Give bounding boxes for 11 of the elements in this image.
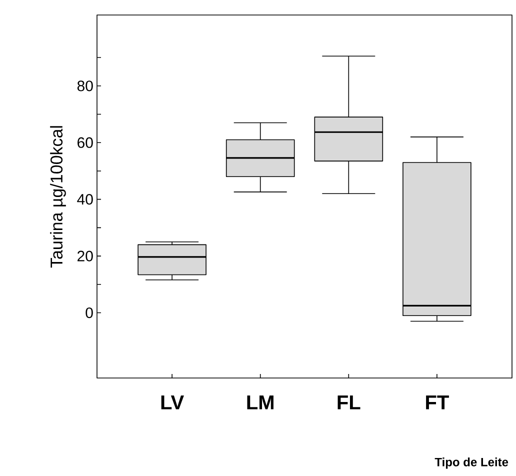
y-tick-label: 0 bbox=[86, 307, 93, 318]
x-tick-label: LV bbox=[161, 396, 184, 410]
y-tick-label: 80 bbox=[77, 80, 93, 92]
x-axis-title: Tipo de Leite bbox=[434, 458, 508, 469]
y-tick-label: 40 bbox=[77, 194, 93, 205]
y-tick-label: 60 bbox=[78, 137, 93, 148]
x-tick-label: LM bbox=[247, 396, 274, 410]
x-tick-label: FT bbox=[426, 396, 449, 410]
x-tick-label: FL bbox=[338, 396, 360, 410]
y-tick-label: 20 bbox=[78, 250, 93, 262]
y-axis-title: Taurina µg/100kcal bbox=[50, 126, 66, 268]
